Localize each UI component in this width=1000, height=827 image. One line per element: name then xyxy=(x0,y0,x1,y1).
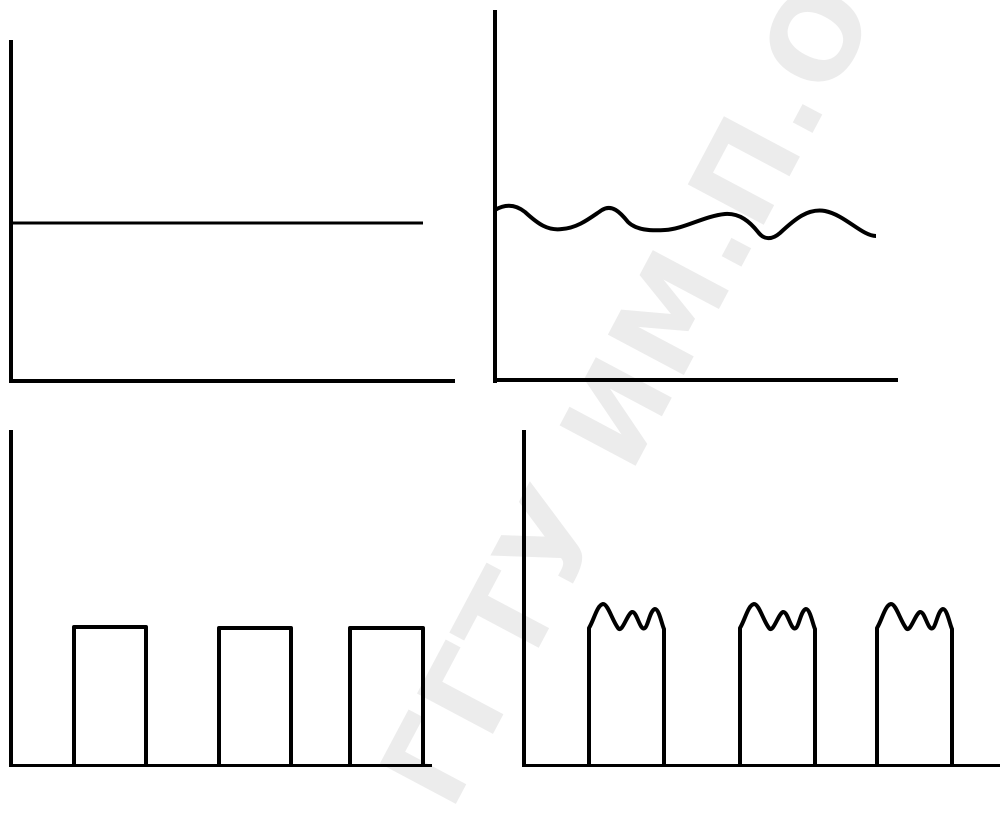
pulse-1 xyxy=(72,625,148,767)
panel-noisy-signal xyxy=(493,10,898,383)
noisy-pulse-3 xyxy=(875,602,954,767)
pulse-3 xyxy=(348,626,425,767)
wavy-signal-line xyxy=(493,203,877,241)
signal-diagrams xyxy=(9,10,1000,767)
panel-noisy-pulses xyxy=(522,430,1000,767)
panel-rectangular-pulses xyxy=(9,430,432,767)
pulse-2 xyxy=(217,626,293,767)
panel-constant-signal xyxy=(9,40,455,383)
noisy-pulse-1 xyxy=(587,602,666,767)
noisy-pulse-2 xyxy=(738,602,817,767)
